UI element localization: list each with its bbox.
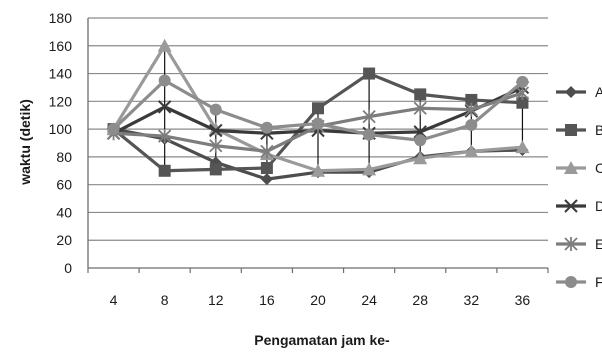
point-marker <box>464 102 478 117</box>
x-tick-label: 24 <box>361 292 377 308</box>
point-marker <box>414 134 427 147</box>
point-marker <box>209 103 222 116</box>
legend-item-D: D <box>556 198 602 214</box>
point-marker <box>158 74 171 87</box>
point-marker <box>564 161 578 174</box>
point-marker <box>413 101 427 116</box>
point-marker <box>363 67 376 80</box>
legend: A B C D E F <box>556 84 602 290</box>
point-marker <box>363 128 376 141</box>
y-tick-label: 60 <box>56 177 72 193</box>
point-marker <box>515 86 530 100</box>
legend-label: D <box>595 198 602 214</box>
point-marker <box>209 123 223 138</box>
point-marker <box>515 140 530 154</box>
point-marker <box>564 199 578 213</box>
legend-item-E: E <box>556 236 602 252</box>
point-marker <box>516 96 529 109</box>
point-marker <box>564 237 578 251</box>
point-marker <box>260 173 273 186</box>
point-marker <box>413 151 428 165</box>
point-marker <box>312 117 324 130</box>
legend-item-A: A <box>556 84 602 100</box>
series-F <box>107 74 529 147</box>
legend-item-B: B <box>556 122 602 138</box>
axes <box>87 18 549 273</box>
point-marker <box>565 86 577 98</box>
point-marker <box>312 102 324 115</box>
x-tick-label: 36 <box>515 292 531 308</box>
point-marker <box>157 38 172 52</box>
legend-item-F: F <box>556 274 602 290</box>
y-axis-title: waktu (detik) <box>17 99 33 186</box>
y-tick-label: 160 <box>49 38 73 54</box>
point-marker <box>209 138 223 153</box>
x-tick-label: 20 <box>310 292 326 308</box>
x-tick-label: 32 <box>464 292 480 308</box>
y-tick-label: 100 <box>49 121 73 137</box>
y-tick-label: 80 <box>56 149 72 165</box>
x-tick-label: 8 <box>161 292 169 308</box>
y-tick-label: 0 <box>64 260 72 276</box>
point-marker <box>260 162 273 174</box>
x-tick-label: 16 <box>259 292 275 308</box>
point-marker <box>362 109 376 124</box>
tick-labels: 0 20 40 60 80 100 120 140 160 180 4 8 12 16 20 24 28 32 36 <box>49 10 531 308</box>
point-marker <box>311 163 325 177</box>
x-tick-label: 28 <box>412 292 428 308</box>
y-tick-label: 40 <box>56 204 72 220</box>
legend-label: A <box>595 84 602 100</box>
point-marker <box>516 75 529 88</box>
point-marker <box>158 164 171 177</box>
series-lines <box>106 38 530 186</box>
x-axis-title: Pengamatan jam ke- <box>254 332 390 348</box>
legend-label: F <box>595 274 602 290</box>
point-marker <box>157 100 172 114</box>
point-marker <box>260 121 273 134</box>
x-tick-label: 4 <box>110 292 118 308</box>
legend-label: C <box>595 160 602 176</box>
y-tick-label: 140 <box>49 66 73 82</box>
point-marker <box>209 163 222 176</box>
y-tick-label: 180 <box>49 10 73 26</box>
point-marker <box>565 124 577 136</box>
legend-label: B <box>595 122 602 138</box>
point-marker <box>362 162 377 176</box>
point-marker <box>107 123 120 136</box>
point-marker <box>465 118 478 131</box>
point-marker <box>465 93 478 106</box>
point-marker <box>414 88 427 101</box>
y-tick-label: 20 <box>56 232 72 248</box>
y-tick-label: 120 <box>49 93 73 109</box>
legend-item-C: C <box>556 160 602 176</box>
point-marker <box>260 144 274 159</box>
x-tick-label: 12 <box>208 292 224 308</box>
point-marker <box>565 276 577 288</box>
point-marker <box>158 129 172 144</box>
legend-label: E <box>595 236 602 252</box>
point-marker <box>464 144 479 158</box>
series-B <box>107 67 529 177</box>
